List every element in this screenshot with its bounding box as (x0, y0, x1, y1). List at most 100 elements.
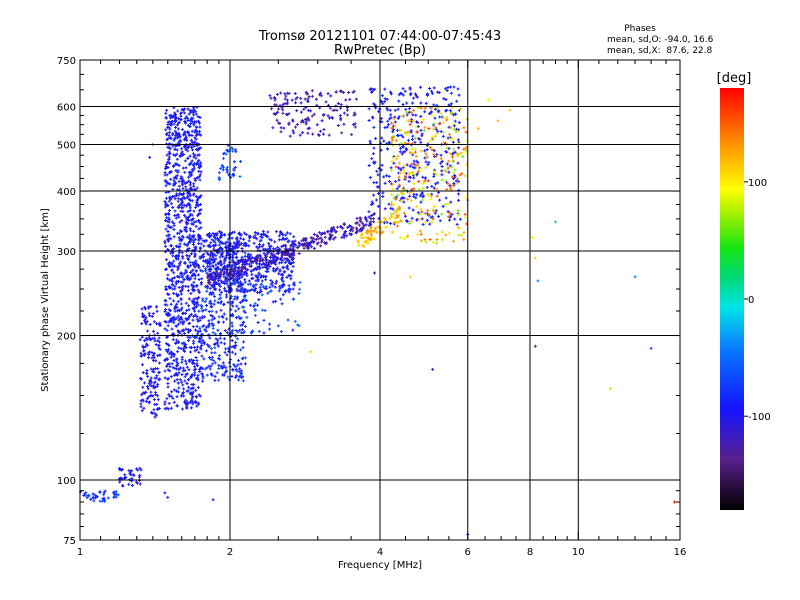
data-point (234, 252, 238, 256)
data-point (177, 285, 181, 289)
data-point (230, 276, 234, 280)
data-point (148, 322, 152, 326)
data-point (188, 206, 192, 210)
data-point (196, 264, 200, 268)
data-point (440, 178, 444, 182)
data-point (213, 351, 217, 355)
data-point (176, 381, 180, 385)
data-point (240, 286, 244, 290)
data-point (281, 108, 285, 112)
data-point (397, 214, 401, 218)
data-point (403, 237, 407, 241)
data-point (351, 123, 355, 127)
data-point (322, 113, 326, 117)
data-point (154, 390, 158, 394)
data-point (112, 490, 116, 494)
data-point (258, 253, 262, 257)
data-point (435, 132, 439, 136)
data-point (194, 376, 198, 380)
data-point (346, 113, 350, 117)
data-point (289, 277, 293, 281)
data-point (383, 100, 387, 104)
data-point (457, 192, 461, 196)
data-point (179, 239, 183, 243)
data-point (194, 269, 198, 273)
data-point (194, 194, 198, 198)
data-point (218, 268, 222, 272)
data-point (178, 220, 182, 224)
data-point (179, 280, 183, 284)
data-point (280, 255, 284, 259)
data-point (177, 236, 181, 240)
data-point (393, 108, 397, 112)
data-point (243, 278, 247, 282)
x-tick-label: 4 (377, 547, 383, 558)
data-point (402, 196, 406, 200)
data-point (429, 194, 433, 198)
data-point (203, 300, 207, 304)
data-point (354, 97, 358, 101)
data-point (177, 371, 181, 375)
data-point (163, 407, 167, 411)
data-point (176, 314, 180, 318)
data-point (393, 179, 397, 183)
data-point (239, 373, 243, 377)
data-point (389, 168, 393, 172)
data-point (139, 377, 143, 381)
data-point (187, 316, 191, 320)
data-point (166, 376, 170, 380)
data-point (175, 316, 179, 320)
data-point (209, 233, 213, 237)
data-point (140, 322, 144, 326)
data-point (197, 273, 201, 277)
data-point (224, 293, 228, 297)
data-point (373, 271, 377, 275)
data-point (144, 307, 148, 311)
data-point (288, 287, 292, 291)
data-point (238, 174, 242, 178)
data-point (147, 395, 151, 399)
data-point (225, 254, 229, 257)
data-point (410, 147, 414, 151)
data-point (163, 200, 167, 204)
data-point (194, 134, 198, 138)
data-point (365, 228, 369, 232)
data-point (207, 264, 211, 268)
data-point (222, 337, 226, 341)
data-point (432, 152, 436, 156)
data-point (381, 191, 385, 195)
data-point (197, 146, 201, 150)
data-point (314, 238, 318, 242)
data-point (200, 354, 204, 358)
data-point (189, 218, 193, 222)
data-point (196, 386, 200, 390)
data-point (255, 268, 259, 272)
data-point (334, 90, 338, 94)
data-point (219, 300, 223, 304)
data-point (425, 155, 429, 159)
data-point (213, 299, 217, 303)
data-point (195, 284, 199, 288)
data-point (237, 378, 241, 382)
data-point (189, 312, 193, 316)
data-point (268, 322, 272, 326)
data-point (367, 107, 371, 111)
data-point (152, 386, 156, 390)
data-point (187, 297, 191, 301)
data-point (143, 305, 147, 309)
data-point (459, 234, 463, 238)
data-point (212, 359, 216, 363)
data-point (289, 247, 293, 251)
data-point (275, 92, 279, 96)
data-point (163, 171, 167, 175)
data-point (198, 116, 202, 120)
data-point (181, 108, 185, 112)
data-point (189, 376, 193, 380)
data-point (281, 276, 285, 280)
data-point (225, 277, 229, 281)
data-point (198, 173, 202, 177)
data-point (170, 120, 174, 124)
data-point (176, 199, 180, 203)
data-point (201, 264, 205, 268)
data-point (169, 350, 173, 354)
